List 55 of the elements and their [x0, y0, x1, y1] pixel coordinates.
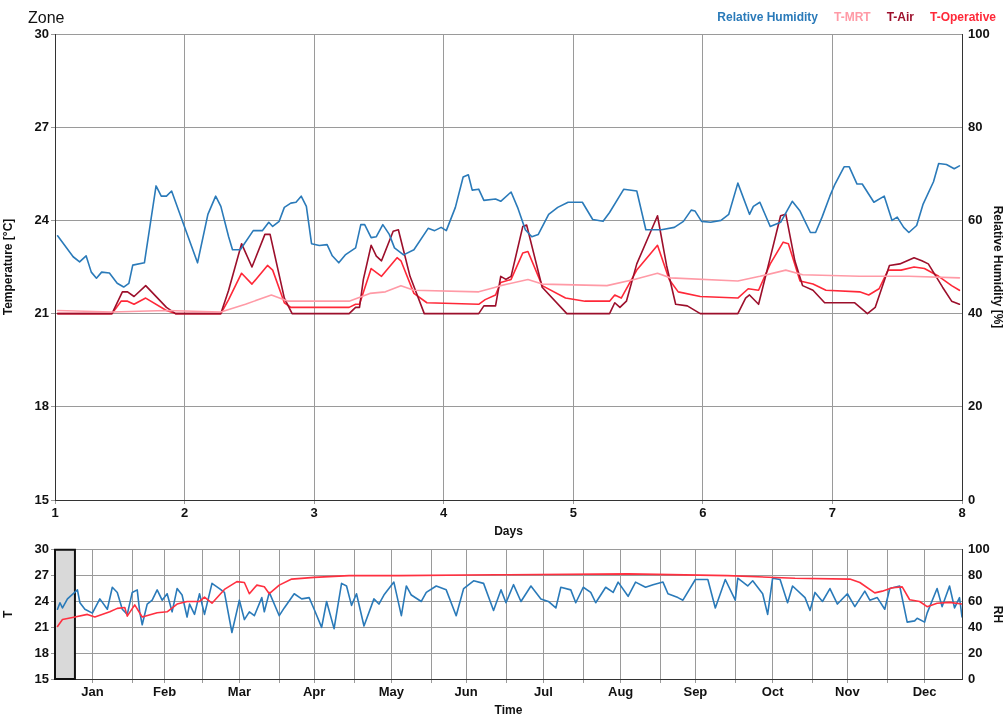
- y2-axis-title: RH: [991, 605, 1006, 624]
- x-tick-label: Feb: [153, 684, 177, 700]
- y2-tick-label: 20: [968, 644, 983, 660]
- x-tick-label: 7: [828, 505, 837, 521]
- y-tick-label: 21: [34, 305, 49, 321]
- y2-tick-label: 60: [968, 593, 983, 609]
- x-tick-label: Jul: [533, 684, 553, 700]
- text: T-Operative: [929, 10, 997, 25]
- y-tick-label: 24: [34, 211, 50, 227]
- y-tick-label: 15: [34, 491, 49, 507]
- y-axis-title: T: [0, 610, 15, 619]
- y-tick-label: 24: [34, 593, 50, 609]
- y-tick-label: 27: [34, 118, 49, 134]
- x-tick-label: Jan: [81, 684, 104, 700]
- x-tick-label: 6: [699, 505, 707, 521]
- y-tick-label: 15: [34, 670, 49, 686]
- y-tick-label: 18: [34, 644, 49, 660]
- y2-tick-label: 60: [968, 211, 983, 227]
- y2-tick-label: 100: [968, 25, 990, 41]
- x-tick-label: 8: [958, 505, 966, 521]
- text: T-Air: [886, 10, 915, 25]
- x-tick-label: May: [378, 684, 405, 700]
- x-tick-label: 2: [180, 505, 189, 521]
- x-axis-title: Days: [494, 524, 524, 539]
- x-tick-label: Sep: [683, 684, 708, 700]
- x-tick-label: 3: [310, 505, 318, 521]
- y-axis-title: Temperature [°C]: [0, 218, 15, 316]
- y-tick-label: 18: [34, 398, 49, 414]
- text: Relative Humidity: [717, 10, 819, 25]
- x-tick-label: Nov: [835, 684, 861, 700]
- y-tick-label: 27: [34, 567, 49, 583]
- x-tick-label: Dec: [912, 684, 937, 700]
- x-tick-label: Oct: [761, 684, 785, 700]
- x-axis-title: Time: [494, 703, 523, 718]
- y2-axis-title: Relative Humidity [%]: [991, 205, 1006, 329]
- y2-tick-label: 0: [968, 670, 976, 686]
- y-tick-label: 21: [34, 618, 49, 634]
- y2-tick-label: 80: [968, 118, 983, 134]
- x-tick-label: Aug: [607, 684, 634, 700]
- text: T-MRT: [833, 10, 872, 25]
- chart-title: Zone: [28, 9, 65, 27]
- x-tick-label: 5: [569, 505, 577, 521]
- y2-tick-label: 100: [968, 541, 990, 557]
- x-tick-label: Mar: [227, 684, 251, 700]
- y-tick-label: 30: [34, 541, 49, 557]
- y2-tick-label: 40: [968, 305, 983, 321]
- y2-tick-label: 40: [968, 618, 983, 634]
- y2-tick-label: 0: [968, 491, 976, 507]
- x-tick-label: Jun: [454, 684, 478, 700]
- y-tick-label: 30: [34, 25, 49, 41]
- x-tick-label: 4: [440, 505, 449, 521]
- y2-tick-label: 80: [968, 567, 983, 583]
- x-tick-label: Apr: [302, 684, 326, 700]
- x-tick-label: 1: [51, 505, 59, 521]
- y2-tick-label: 20: [968, 398, 983, 414]
